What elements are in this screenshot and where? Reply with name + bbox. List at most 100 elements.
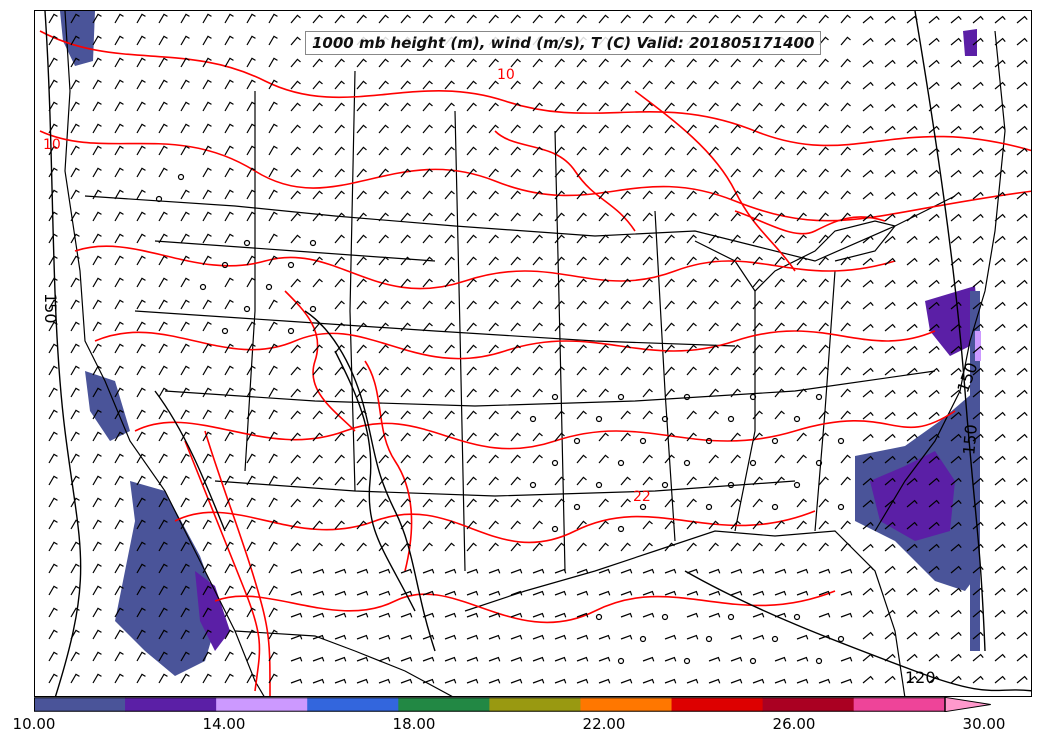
wind-barb	[334, 410, 345, 420]
wind-barb	[70, 607, 80, 618]
wind-barb	[752, 634, 765, 640]
wind-barb	[554, 212, 565, 222]
wind-barb	[466, 432, 477, 442]
wind-barb	[906, 279, 918, 288]
state-line-4	[214, 480, 796, 497]
wind-barb	[488, 322, 499, 332]
wind-barb	[994, 213, 1006, 222]
wind-barb	[708, 612, 721, 618]
wind-barb	[92, 453, 102, 464]
wind-barb	[202, 343, 212, 354]
wind-barb	[158, 409, 168, 420]
wind-barb	[598, 454, 609, 464]
wind-barb	[70, 651, 80, 662]
wind-barb	[92, 255, 102, 266]
wind-barb	[290, 58, 301, 68]
wind-barb	[752, 102, 763, 112]
wind-barb	[708, 542, 719, 552]
wind-barb	[686, 410, 697, 420]
wind-barb	[994, 345, 1006, 354]
wind-barb	[466, 124, 477, 134]
wind-barb	[268, 211, 278, 222]
calm-wind-marker	[551, 393, 559, 401]
wind-barb	[818, 590, 831, 596]
wind-barb	[180, 497, 190, 508]
wind-barb	[774, 476, 785, 486]
wind-barb	[598, 590, 611, 596]
colorbar-tick-label: 26.00	[772, 715, 816, 733]
wind-barb	[180, 189, 190, 200]
wind-barb	[268, 79, 278, 90]
wind-barb	[818, 410, 829, 420]
wind-barb	[730, 498, 741, 508]
calm-wind-marker	[771, 635, 779, 643]
wind-barb	[356, 590, 369, 596]
wind-barb	[884, 609, 896, 618]
wind-barb	[180, 387, 190, 398]
wind-barb	[400, 590, 413, 596]
wind-barb	[774, 102, 785, 112]
wind-barb	[136, 255, 146, 266]
wind-barb	[862, 433, 874, 442]
wind-barb	[48, 57, 58, 68]
wind-barb	[114, 497, 124, 508]
wind-barb	[312, 212, 323, 222]
wind-barb	[730, 102, 741, 112]
wind-barb	[620, 322, 631, 332]
wind-barb	[422, 278, 433, 288]
wind-barb	[598, 344, 609, 354]
wind-barb	[598, 322, 609, 332]
wind-barb	[246, 541, 256, 552]
wind-barb	[466, 498, 477, 508]
wind-barb	[136, 475, 146, 486]
wind-barb	[642, 190, 653, 200]
wind-barb	[202, 563, 212, 574]
wind-barb	[510, 58, 521, 68]
wind-barb	[356, 234, 367, 244]
wind-barb	[422, 58, 433, 68]
wind-barb	[510, 678, 523, 684]
wind-barb	[554, 542, 565, 552]
wind-barb	[290, 190, 301, 200]
wind-barb	[1016, 213, 1028, 222]
map-title: 1000 mb height (m), wind (m/s), T (C) Va…	[305, 31, 822, 55]
calm-wind-marker	[661, 415, 669, 423]
wind-barb	[950, 125, 962, 134]
wind-barb	[268, 189, 278, 200]
wind-barb	[114, 409, 124, 420]
wind-barb	[554, 410, 565, 420]
wind-barb	[598, 58, 609, 68]
wind-barb	[400, 476, 411, 486]
wind-barb	[532, 388, 543, 398]
wind-barb	[114, 563, 124, 574]
wind-barb	[620, 234, 631, 244]
wind-barb	[620, 102, 631, 112]
wind-barb	[466, 80, 477, 90]
wind-barb	[818, 678, 831, 684]
wind-barb	[224, 563, 234, 574]
wind-barb	[642, 476, 653, 486]
wind-barb	[312, 410, 323, 420]
wind-barb	[642, 322, 653, 332]
wind-barb	[202, 211, 212, 222]
wind-barb	[994, 499, 1006, 508]
wind-barb	[136, 651, 146, 662]
wind-barb	[224, 277, 234, 288]
wind-barb	[246, 673, 256, 684]
calm-wind-marker	[639, 437, 647, 445]
wind-barb	[642, 590, 655, 596]
wind-barb	[114, 387, 124, 398]
wind-barb	[92, 475, 102, 486]
wind-barb	[466, 344, 477, 354]
wind-barb	[950, 455, 962, 464]
wind-barb	[928, 587, 940, 596]
wind-barb	[466, 300, 477, 310]
wind-barb	[488, 190, 499, 200]
wind-barb	[950, 499, 962, 508]
wind-barb	[554, 234, 565, 244]
wind-barb	[312, 58, 323, 68]
wind-barb	[290, 678, 303, 684]
wind-barb	[752, 212, 763, 222]
wind-barb	[708, 322, 719, 332]
wind-barb	[290, 656, 303, 662]
